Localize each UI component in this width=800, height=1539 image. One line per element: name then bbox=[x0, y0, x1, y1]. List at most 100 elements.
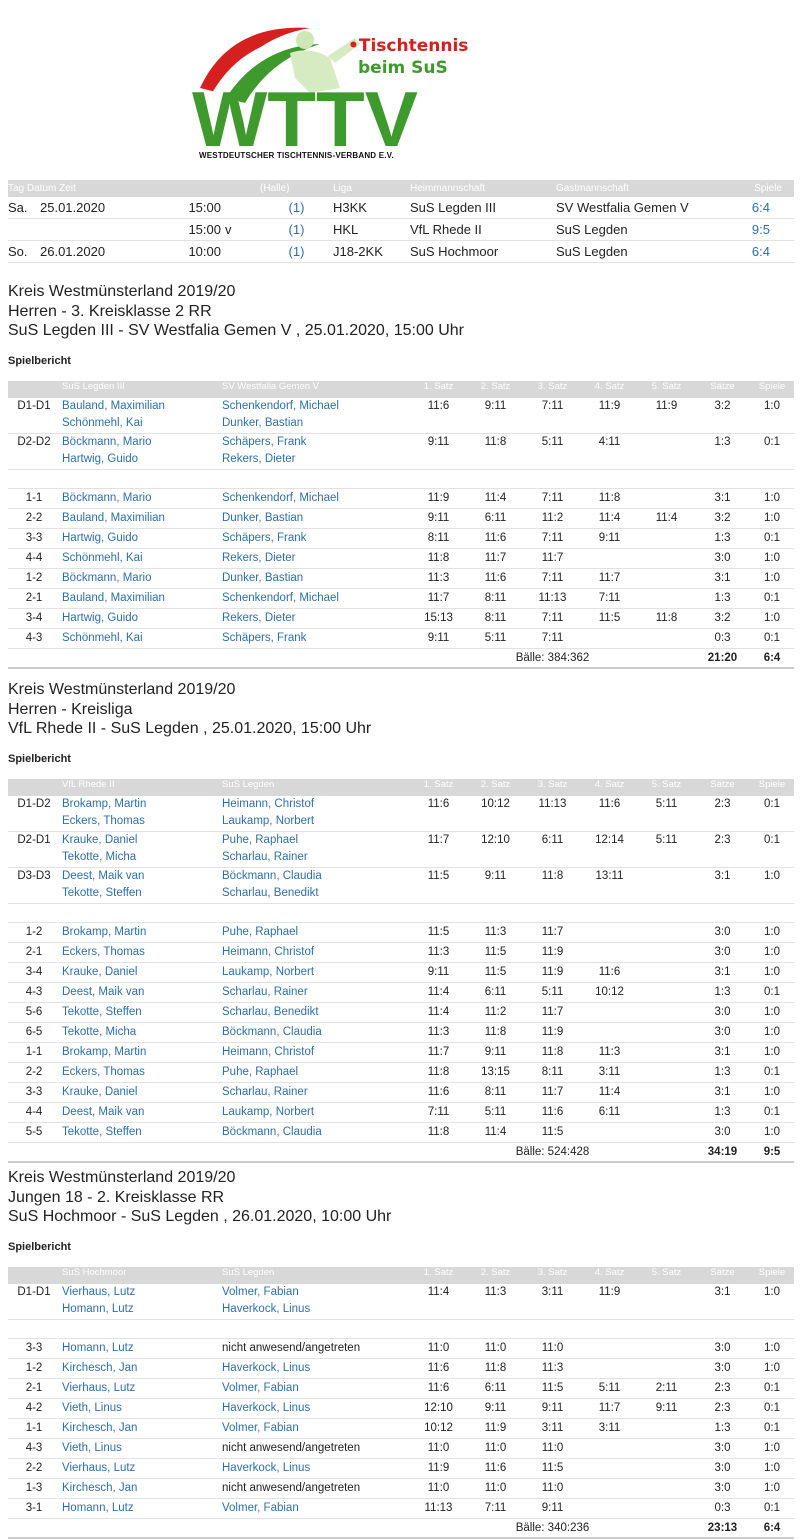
schedule-guest-team: SV Westfalia Gemen V bbox=[556, 197, 746, 219]
player-link[interactable]: Puhe, Raphael bbox=[220, 1062, 410, 1083]
player-link[interactable]: Böckmann, Mario bbox=[60, 488, 220, 509]
player-link[interactable]: Krauke, Daniel bbox=[60, 1082, 220, 1103]
col-guest-team: SuS Legden bbox=[220, 1266, 410, 1284]
row-saetze: 3:1 bbox=[695, 568, 750, 589]
player-link[interactable]: Vieth, Linus bbox=[60, 1398, 220, 1419]
player-link[interactable]: Heimann, Christof bbox=[220, 942, 410, 963]
singles-row: 2-1 Bauland, Maximilian Schenkendorf, Mich… bbox=[8, 588, 794, 609]
totals-spacer bbox=[8, 648, 410, 669]
schedule-guest-team: SuS Legden bbox=[556, 240, 746, 263]
player-link[interactable]: Tekotte, Micha bbox=[62, 850, 137, 863]
player-link[interactable]: Tekotte, Steffen bbox=[60, 1002, 220, 1023]
player-link[interactable]: Schäpers, Frank bbox=[220, 528, 410, 549]
player-link[interactable]: Böckmann, Mario bbox=[60, 568, 220, 589]
player-link[interactable]: Haverkock, Linus bbox=[222, 1302, 311, 1315]
player-link[interactable]: Eckers, Thomas bbox=[62, 814, 145, 827]
player-link[interactable]: Heimann, Christof bbox=[222, 797, 315, 810]
set-score bbox=[638, 982, 695, 1003]
player-link[interactable]: Bauland, Maximilian bbox=[62, 399, 165, 412]
player-link[interactable]: Heimann, Christof bbox=[220, 1042, 410, 1063]
player-link[interactable]: Böckmann, Mario bbox=[62, 435, 152, 448]
player-link[interactable]: Tekotte, Steffen bbox=[62, 886, 142, 899]
player-link[interactable]: Rekers, Dieter bbox=[220, 548, 410, 569]
player-link[interactable]: Bauland, Maximilian bbox=[60, 508, 220, 529]
schedule-result-link[interactable]: 6:4 bbox=[746, 240, 794, 263]
player-link[interactable]: Homann, Lutz bbox=[62, 1302, 134, 1315]
player-link[interactable]: Eckers, Thomas bbox=[60, 1062, 220, 1083]
set-score: 11:8 bbox=[467, 1358, 524, 1379]
player-link[interactable]: Homann, Lutz bbox=[60, 1498, 220, 1519]
player-link[interactable]: Vierhaus, Lutz bbox=[60, 1378, 220, 1399]
schedule-hall-link[interactable]: (1) bbox=[260, 197, 333, 219]
player-link[interactable]: Hartwig, Guido bbox=[60, 608, 220, 629]
player-link[interactable]: Laukamp, Norbert bbox=[220, 962, 410, 983]
player-link[interactable]: Vierhaus, Lutz bbox=[62, 1285, 136, 1298]
player-link[interactable]: Kirchesch, Jan bbox=[60, 1478, 220, 1499]
schedule-hall-link[interactable]: (1) bbox=[260, 240, 333, 263]
player-link[interactable]: Dunker, Bastian bbox=[222, 416, 304, 429]
player-link[interactable]: Deest, Maik van bbox=[60, 1102, 220, 1123]
player-link[interactable]: Brokamp, Martin bbox=[60, 922, 220, 943]
player-link[interactable]: Krauke, Daniel bbox=[60, 962, 220, 983]
player-link[interactable]: Rekers, Dieter bbox=[222, 452, 296, 465]
player-link[interactable]: Deest, Maik van bbox=[60, 982, 220, 1003]
player-link[interactable]: Schäpers, Frank bbox=[222, 435, 307, 448]
player-link[interactable]: Dunker, Bastian bbox=[220, 568, 410, 589]
pairing-position: 1-2 bbox=[8, 1358, 60, 1379]
player-link[interactable]: Brokamp, Martin bbox=[62, 797, 147, 810]
player-link[interactable]: Haverkock, Linus bbox=[220, 1398, 410, 1419]
player-link[interactable]: Hartwig, Guido bbox=[60, 528, 220, 549]
player-link[interactable]: Brokamp, Martin bbox=[60, 1042, 220, 1063]
player-link[interactable]: Laukamp, Norbert bbox=[222, 814, 315, 827]
player-link[interactable]: Deest, Maik van bbox=[62, 869, 145, 882]
player-link[interactable]: Dunker, Bastian bbox=[220, 508, 410, 529]
set-score: 5:11 bbox=[638, 831, 695, 868]
match-section: Kreis Westmünsterland 2019/20 Jungen 18 -… bbox=[8, 1168, 794, 1539]
player-link[interactable]: Puhe, Raphael bbox=[220, 922, 410, 943]
player-link[interactable]: Volmer, Fabian bbox=[220, 1378, 410, 1399]
player-link[interactable]: Tekotte, Micha bbox=[60, 1022, 220, 1043]
player-link[interactable]: Schönmehl, Kai bbox=[62, 416, 143, 429]
set-score: 11:0 bbox=[524, 1478, 581, 1499]
player-link[interactable]: Rekers, Dieter bbox=[220, 608, 410, 629]
player-link[interactable]: Puhe, Raphael bbox=[222, 833, 299, 846]
player-link[interactable]: Schäpers, Frank bbox=[220, 628, 410, 649]
player-link[interactable]: Scharlau, Rainer bbox=[220, 982, 410, 1003]
schedule-hall-link[interactable]: (1) bbox=[260, 218, 333, 241]
set-score bbox=[638, 1478, 695, 1499]
player-link[interactable]: Hartwig, Guido bbox=[62, 452, 139, 465]
player-link[interactable]: Volmer, Fabian bbox=[220, 1418, 410, 1439]
player-link[interactable]: Böckmann, Claudia bbox=[222, 869, 322, 882]
player-link[interactable]: Vierhaus, Lutz bbox=[60, 1458, 220, 1479]
player-link[interactable]: Vieth, Linus bbox=[60, 1438, 220, 1459]
player-link[interactable]: Böckmann, Claudia bbox=[220, 1022, 410, 1043]
logo-subtitle: WESTDEUTSCHER TISCHTENNIS-VERBAND E.V. bbox=[199, 151, 394, 160]
set-score bbox=[638, 1338, 695, 1359]
player-link[interactable]: Kirchesch, Jan bbox=[60, 1358, 220, 1379]
player-link[interactable]: Tekotte, Steffen bbox=[60, 1122, 220, 1143]
schedule-result-link[interactable]: 6:4 bbox=[746, 197, 794, 219]
schedule-result-link[interactable]: 9:5 bbox=[746, 218, 794, 241]
player-link[interactable]: Schönmehl, Kai bbox=[60, 548, 220, 569]
player-link[interactable]: Krauke, Daniel bbox=[62, 833, 138, 846]
player-link[interactable]: Scharlau, Rainer bbox=[222, 850, 308, 863]
player-link[interactable]: Homann, Lutz bbox=[60, 1338, 220, 1359]
player-link[interactable]: Scharlau, Rainer bbox=[220, 1082, 410, 1103]
player-link[interactable]: Volmer, Fabian bbox=[222, 1285, 299, 1298]
player-link[interactable]: Schönmehl, Kai bbox=[60, 628, 220, 649]
player-link[interactable]: Laukamp, Norbert bbox=[220, 1102, 410, 1123]
player-link[interactable]: Schenkendorf, Michael bbox=[220, 488, 410, 509]
player-link[interactable]: Böckmann, Claudia bbox=[220, 1122, 410, 1143]
player-link[interactable]: Bauland, Maximilian bbox=[60, 588, 220, 609]
player-link[interactable]: Eckers, Thomas bbox=[60, 942, 220, 963]
player-link[interactable]: Schenkendorf, Michael bbox=[222, 399, 339, 412]
player-link[interactable]: Scharlau, Benedikt bbox=[220, 1002, 410, 1023]
player-link[interactable]: Haverkock, Linus bbox=[220, 1358, 410, 1379]
player-link[interactable]: Scharlau, Benedikt bbox=[222, 886, 319, 899]
set-score: 11:3 bbox=[467, 922, 524, 943]
pairing-position: 2-2 bbox=[8, 508, 60, 529]
player-link[interactable]: Haverkock, Linus bbox=[220, 1458, 410, 1479]
player-link[interactable]: Schenkendorf, Michael bbox=[220, 588, 410, 609]
player-link[interactable]: Volmer, Fabian bbox=[220, 1498, 410, 1519]
player-link[interactable]: Kirchesch, Jan bbox=[60, 1418, 220, 1439]
